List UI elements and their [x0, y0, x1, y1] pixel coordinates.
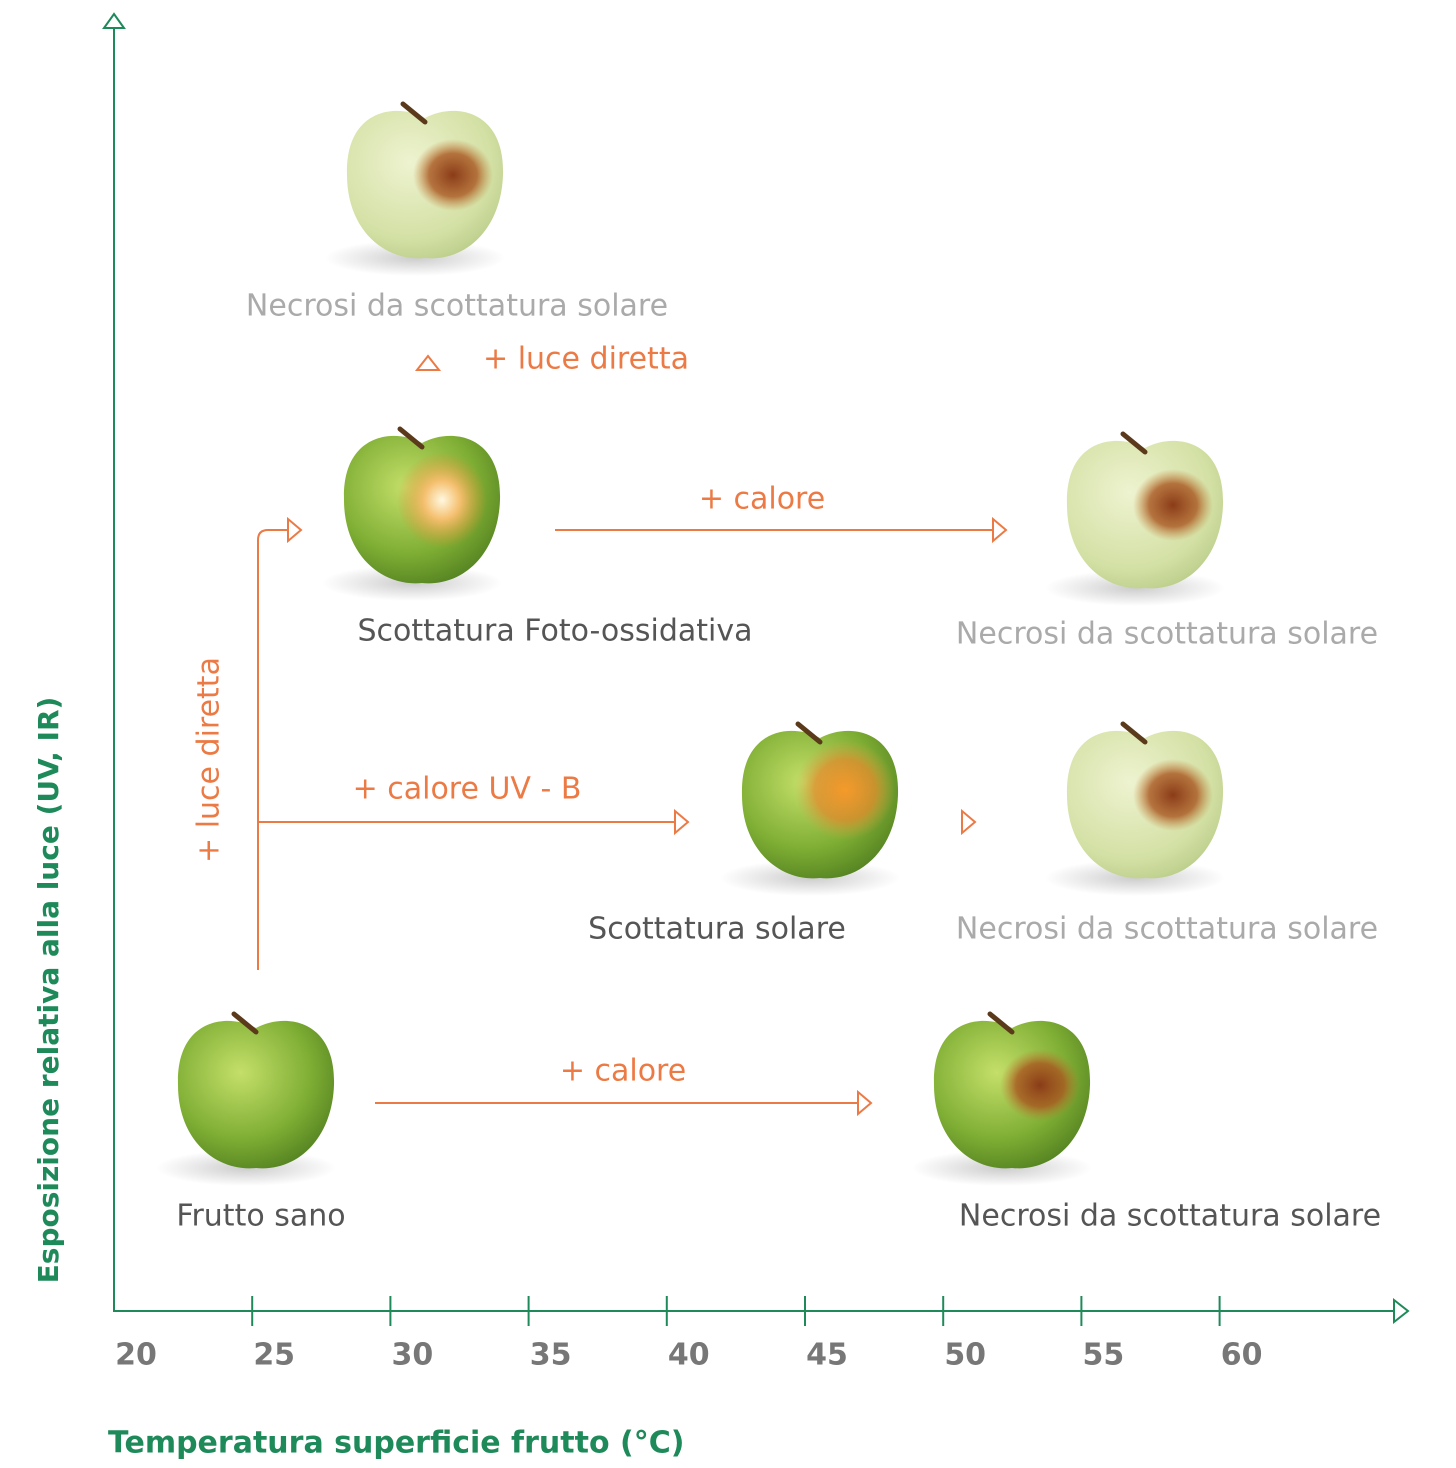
- diagram: Esposizione relativa alla luce (UV, IR) …: [0, 0, 1456, 1464]
- x-axis-title: Temperatura superficie frutto (°C): [108, 1426, 684, 1461]
- x-tick-label: 60: [1221, 1338, 1263, 1373]
- arrow-head: [962, 811, 975, 833]
- node-label: Scottatura Foto-ossidativa: [357, 614, 752, 649]
- arrow-head: [858, 1092, 871, 1114]
- x-tick-label: 25: [253, 1338, 295, 1373]
- arrow-label: + calore: [699, 482, 825, 517]
- arrow-head: [675, 811, 688, 833]
- node-label: Necrosi da scottatura solare: [246, 289, 668, 324]
- x-tick-label: 20: [115, 1338, 157, 1373]
- arrow-label: + luce diretta: [483, 342, 689, 377]
- arrow-label: + luce diretta: [192, 657, 227, 863]
- x-axis-arrow: [1394, 1300, 1408, 1322]
- apple-spot: [397, 452, 487, 548]
- node-label: Necrosi da scottatura solare: [956, 912, 1378, 947]
- apple-spot: [413, 139, 493, 211]
- arrow-head: [417, 356, 439, 370]
- apple: [178, 1021, 334, 1168]
- arrow-label: + calore UV - B: [353, 772, 582, 807]
- apple-spot: [795, 740, 895, 840]
- arrow-head: [993, 519, 1006, 541]
- node-label: Necrosi da scottatura solare: [956, 617, 1378, 652]
- y-axis-arrow: [104, 14, 124, 28]
- apple-spot: [1000, 1049, 1080, 1121]
- node-label: Frutto sano: [176, 1199, 345, 1234]
- node-label: Scottatura solare: [588, 912, 846, 947]
- arrow-head: [288, 519, 301, 541]
- x-tick-label: 45: [806, 1338, 848, 1373]
- x-tick-label: 30: [392, 1338, 434, 1373]
- node-label: Necrosi da scottatura solare: [959, 1199, 1381, 1234]
- x-tick-label: 50: [944, 1338, 986, 1373]
- apple-spot: [1133, 759, 1213, 831]
- apple-spot: [1133, 469, 1213, 541]
- x-tick-label: 40: [668, 1338, 710, 1373]
- y-axis-title: Esposizione relativa alla luce (UV, IR): [32, 697, 65, 1284]
- x-tick-label: 35: [530, 1338, 572, 1373]
- arrow-label: + calore: [560, 1054, 686, 1089]
- arrow: [258, 530, 288, 970]
- x-tick-label: 55: [1083, 1338, 1125, 1373]
